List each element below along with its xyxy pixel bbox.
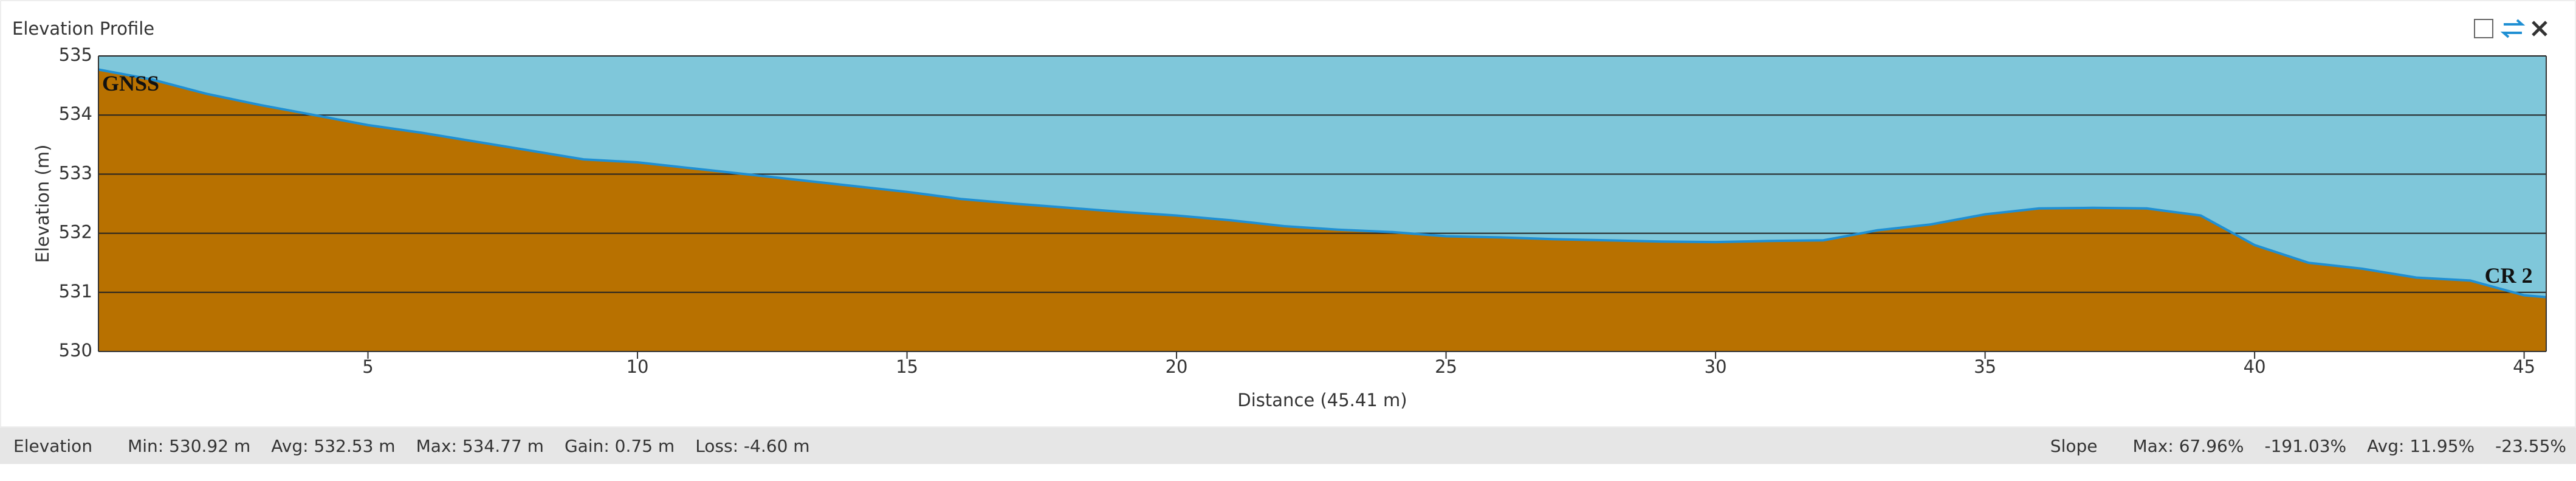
chart: Elevation Profile Distance (45.41 m) Ele… <box>0 0 2576 427</box>
status-item: Gain: 0.75 m <box>564 435 675 456</box>
annotation: CR 2 <box>2485 263 2533 288</box>
status-item: Elevation <box>13 435 93 456</box>
terrain-area <box>98 69 2546 351</box>
y-tick-label: 532 <box>59 222 92 243</box>
elevation-stats: Elevation Min: 530.92 m Avg: 532.53 m Max: … <box>13 436 810 456</box>
status-item: Min: 530.92 m <box>128 435 251 456</box>
export-icon[interactable] <box>2474 19 2493 38</box>
x-tick-label: 45 <box>2513 356 2535 377</box>
x-tick-label: 40 <box>2244 356 2266 377</box>
y-tick-label: 534 <box>59 103 92 124</box>
profile-line <box>98 68 2547 299</box>
y-tick-label: 530 <box>59 340 92 361</box>
status-item: Max: 534.77 m <box>416 435 544 456</box>
x-tick-label: 5 <box>362 356 373 377</box>
x-tick-label: 25 <box>1435 356 1457 377</box>
status-bar: Elevation Min: 530.92 m Avg: 532.53 m Max: … <box>0 427 2576 464</box>
y-tick-label: 533 <box>59 162 92 183</box>
annotation: GNSS <box>102 71 159 95</box>
slope-stats: Slope Max: 67.96% -191.03% Avg: 11.95% -23.5… <box>2050 436 2566 456</box>
status-item: Max: 67.96% <box>2132 435 2244 456</box>
chart-title: Elevation Profile <box>12 18 154 39</box>
close-icon[interactable] <box>2532 21 2547 36</box>
x-tick-label: 15 <box>896 356 918 377</box>
x-tick-label: 10 <box>627 356 649 377</box>
y-tick-label: 531 <box>59 281 92 302</box>
status-item: -191.03% <box>2264 435 2347 456</box>
y-axis-label: Elevation (m) <box>32 145 53 263</box>
y-tick-label: 535 <box>59 44 92 65</box>
swap-icon[interactable] <box>2500 19 2526 38</box>
status-item: Avg: 11.95% <box>2367 435 2475 456</box>
toolbar[interactable] <box>2474 19 2547 38</box>
status-item: Avg: 532.53 m <box>271 435 396 456</box>
status-item: Loss: -4.60 m <box>695 435 810 456</box>
x-tick-label: 30 <box>1705 356 1727 377</box>
x-tick-label: 20 <box>1166 356 1188 377</box>
x-axis-label: Distance (45.41 m) <box>1237 390 1407 410</box>
status-item: Slope <box>2050 435 2098 456</box>
x-tick-label: 35 <box>1974 356 1996 377</box>
status-item: -23.55% <box>2495 435 2566 456</box>
